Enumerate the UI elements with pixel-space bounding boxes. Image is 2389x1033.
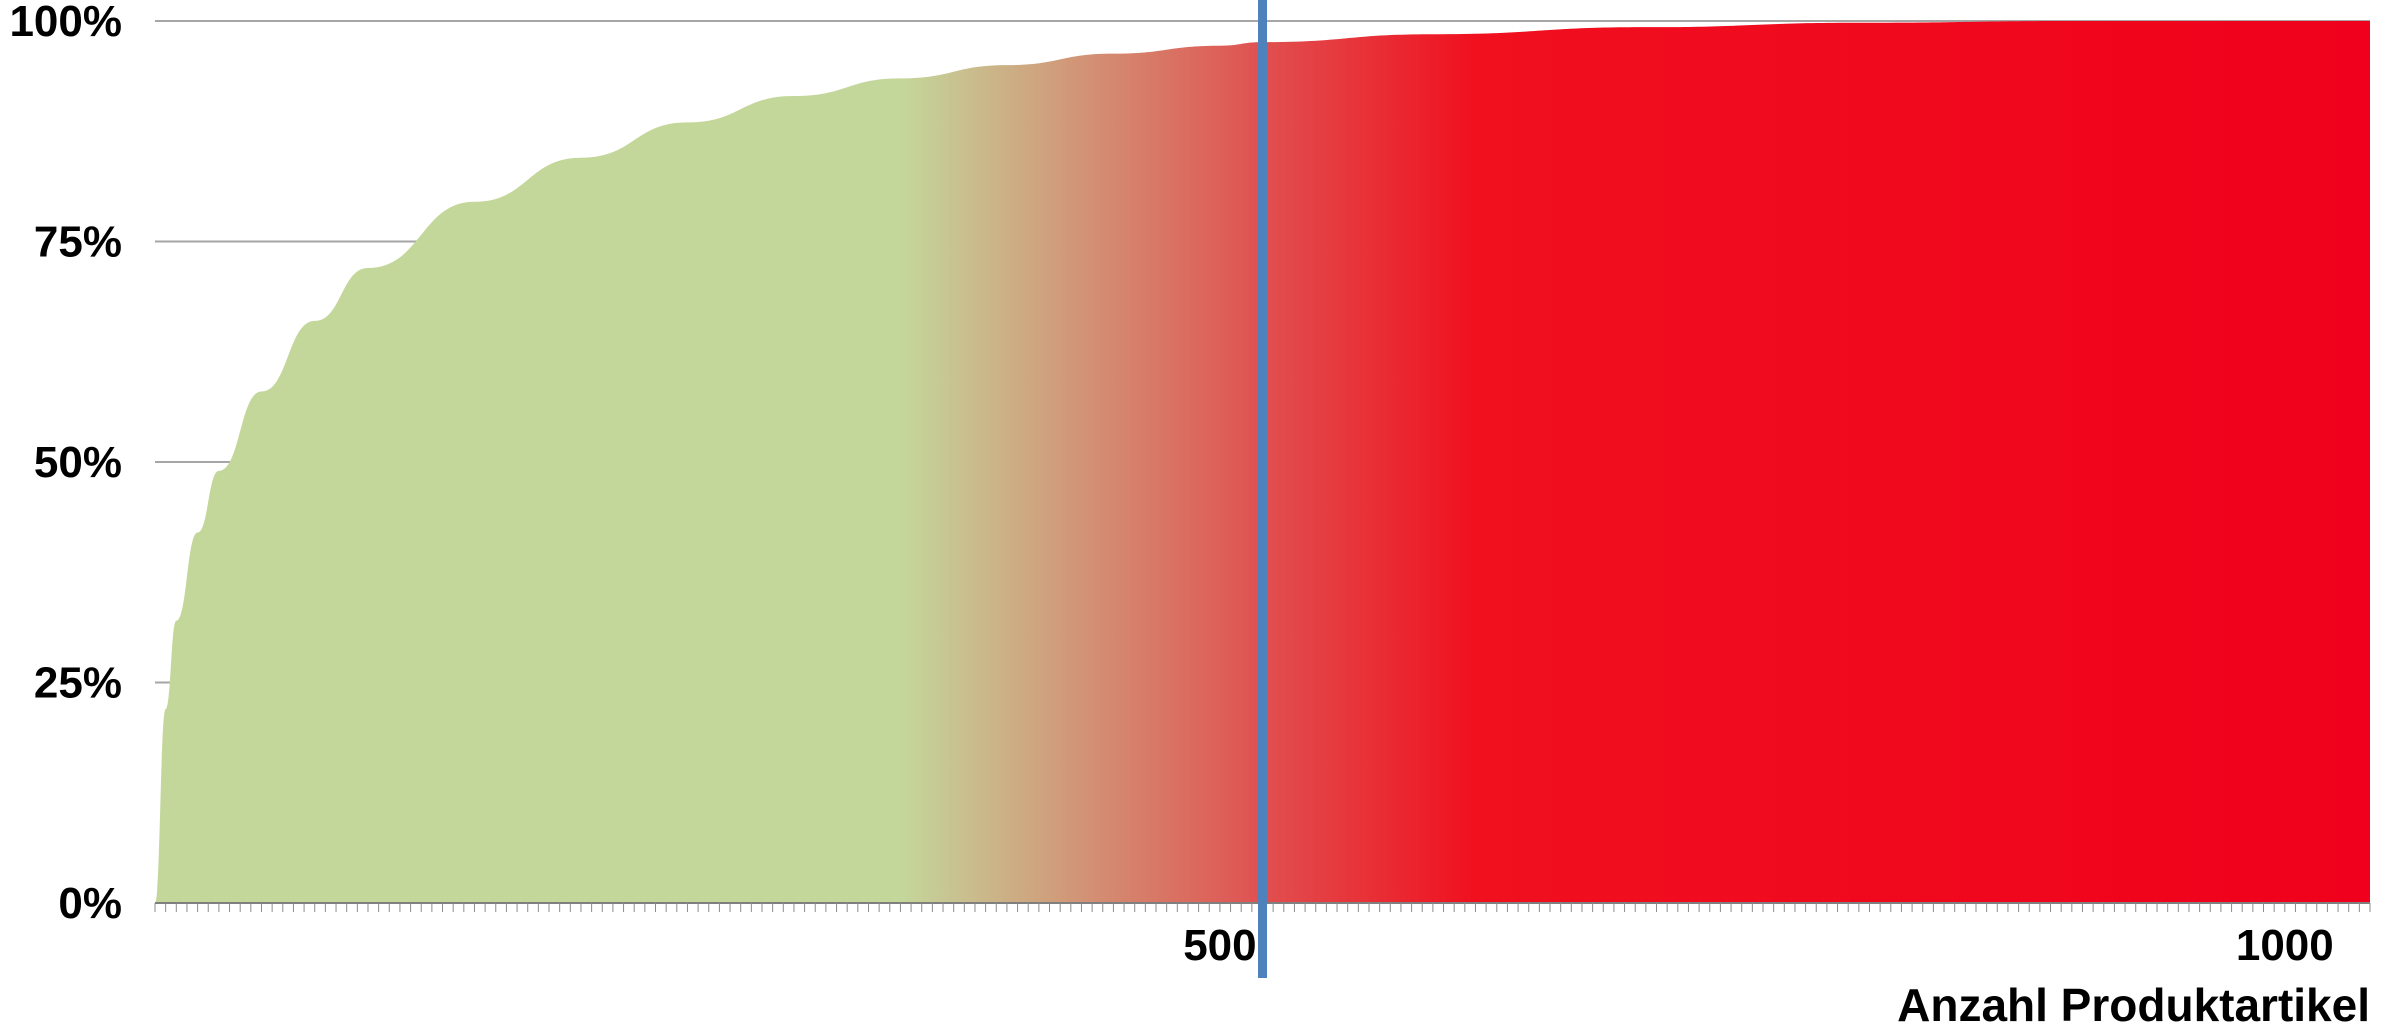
y-tick-label: 100% (9, 0, 122, 46)
x-tick-label: 1000 (2236, 921, 2334, 970)
y-axis-tick-labels: 0% 25% 50% 75% 100% (9, 0, 122, 928)
x-tick-label: 500 (1183, 921, 1256, 970)
y-tick-label: 50% (34, 438, 122, 487)
y-tick-label: 25% (34, 659, 122, 708)
y-tick-label: 0% (58, 879, 122, 928)
x-axis-tick-labels: 500 1000 (1183, 921, 2334, 970)
x-axis-title: Anzahl Produktartikel (1897, 979, 2370, 1031)
y-tick-label: 75% (34, 218, 122, 267)
